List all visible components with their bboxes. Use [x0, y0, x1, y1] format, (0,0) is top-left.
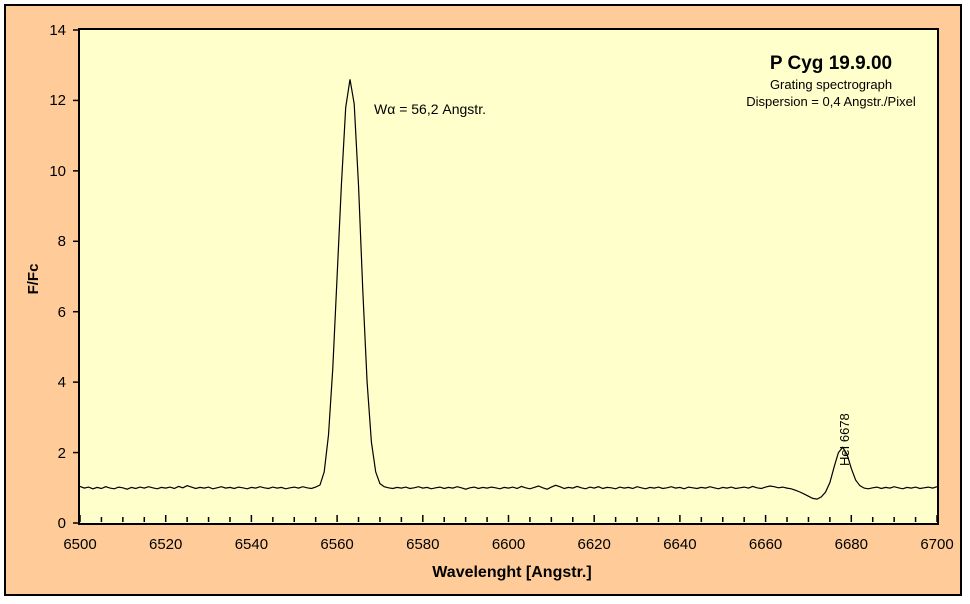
title-block: P Cyg 19.9.00 Grating spectrograph Dispe… [701, 52, 961, 110]
y-tick-label: 4 [57, 374, 66, 392]
chart-title: P Cyg 19.9.00 [769, 53, 893, 74]
y-tick-label: 14 [49, 22, 66, 39]
hei-6678-line-annotation: HeI 6678 [837, 413, 852, 466]
x-axis-title: Wavelenght [Angstr.] [432, 564, 592, 581]
y-tick-label: 12 [49, 92, 66, 110]
halpha-equivalent-width-annotation: Wα = 56,2 Angstr. [374, 101, 486, 117]
x-tick-label: 6580 [406, 536, 440, 553]
x-tick-label: 6700 [920, 536, 954, 553]
x-tick-label: 6500 [63, 536, 97, 553]
x-tick-label: 6600 [491, 536, 526, 553]
x-tick-label: 6680 [834, 536, 868, 553]
y-tick-label: 0 [57, 515, 66, 532]
y-tick-label: 8 [57, 233, 66, 251]
x-tick-label: 6640 [663, 536, 697, 553]
x-tick-label: 6620 [577, 536, 611, 553]
chart-subtitle-2: Dispersion = 0,4 Angstr./Pixel [746, 94, 916, 109]
y-axis-title: F/Fc [25, 263, 42, 295]
y-tick-label: 2 [57, 444, 66, 462]
y-tick-label: 10 [49, 162, 66, 180]
chart-frame: F/Fc Wavelenght [Angstr.] P Cyg 19.9.00 … [4, 4, 962, 596]
x-tick-label: 6520 [149, 536, 183, 553]
x-tick-label: 6560 [320, 536, 354, 553]
x-tick-label: 6540 [234, 536, 269, 553]
chart-subtitle-1: Grating spectrograph [769, 77, 893, 92]
x-tick-label: 6660 [748, 536, 783, 553]
y-tick-label: 6 [57, 303, 66, 321]
